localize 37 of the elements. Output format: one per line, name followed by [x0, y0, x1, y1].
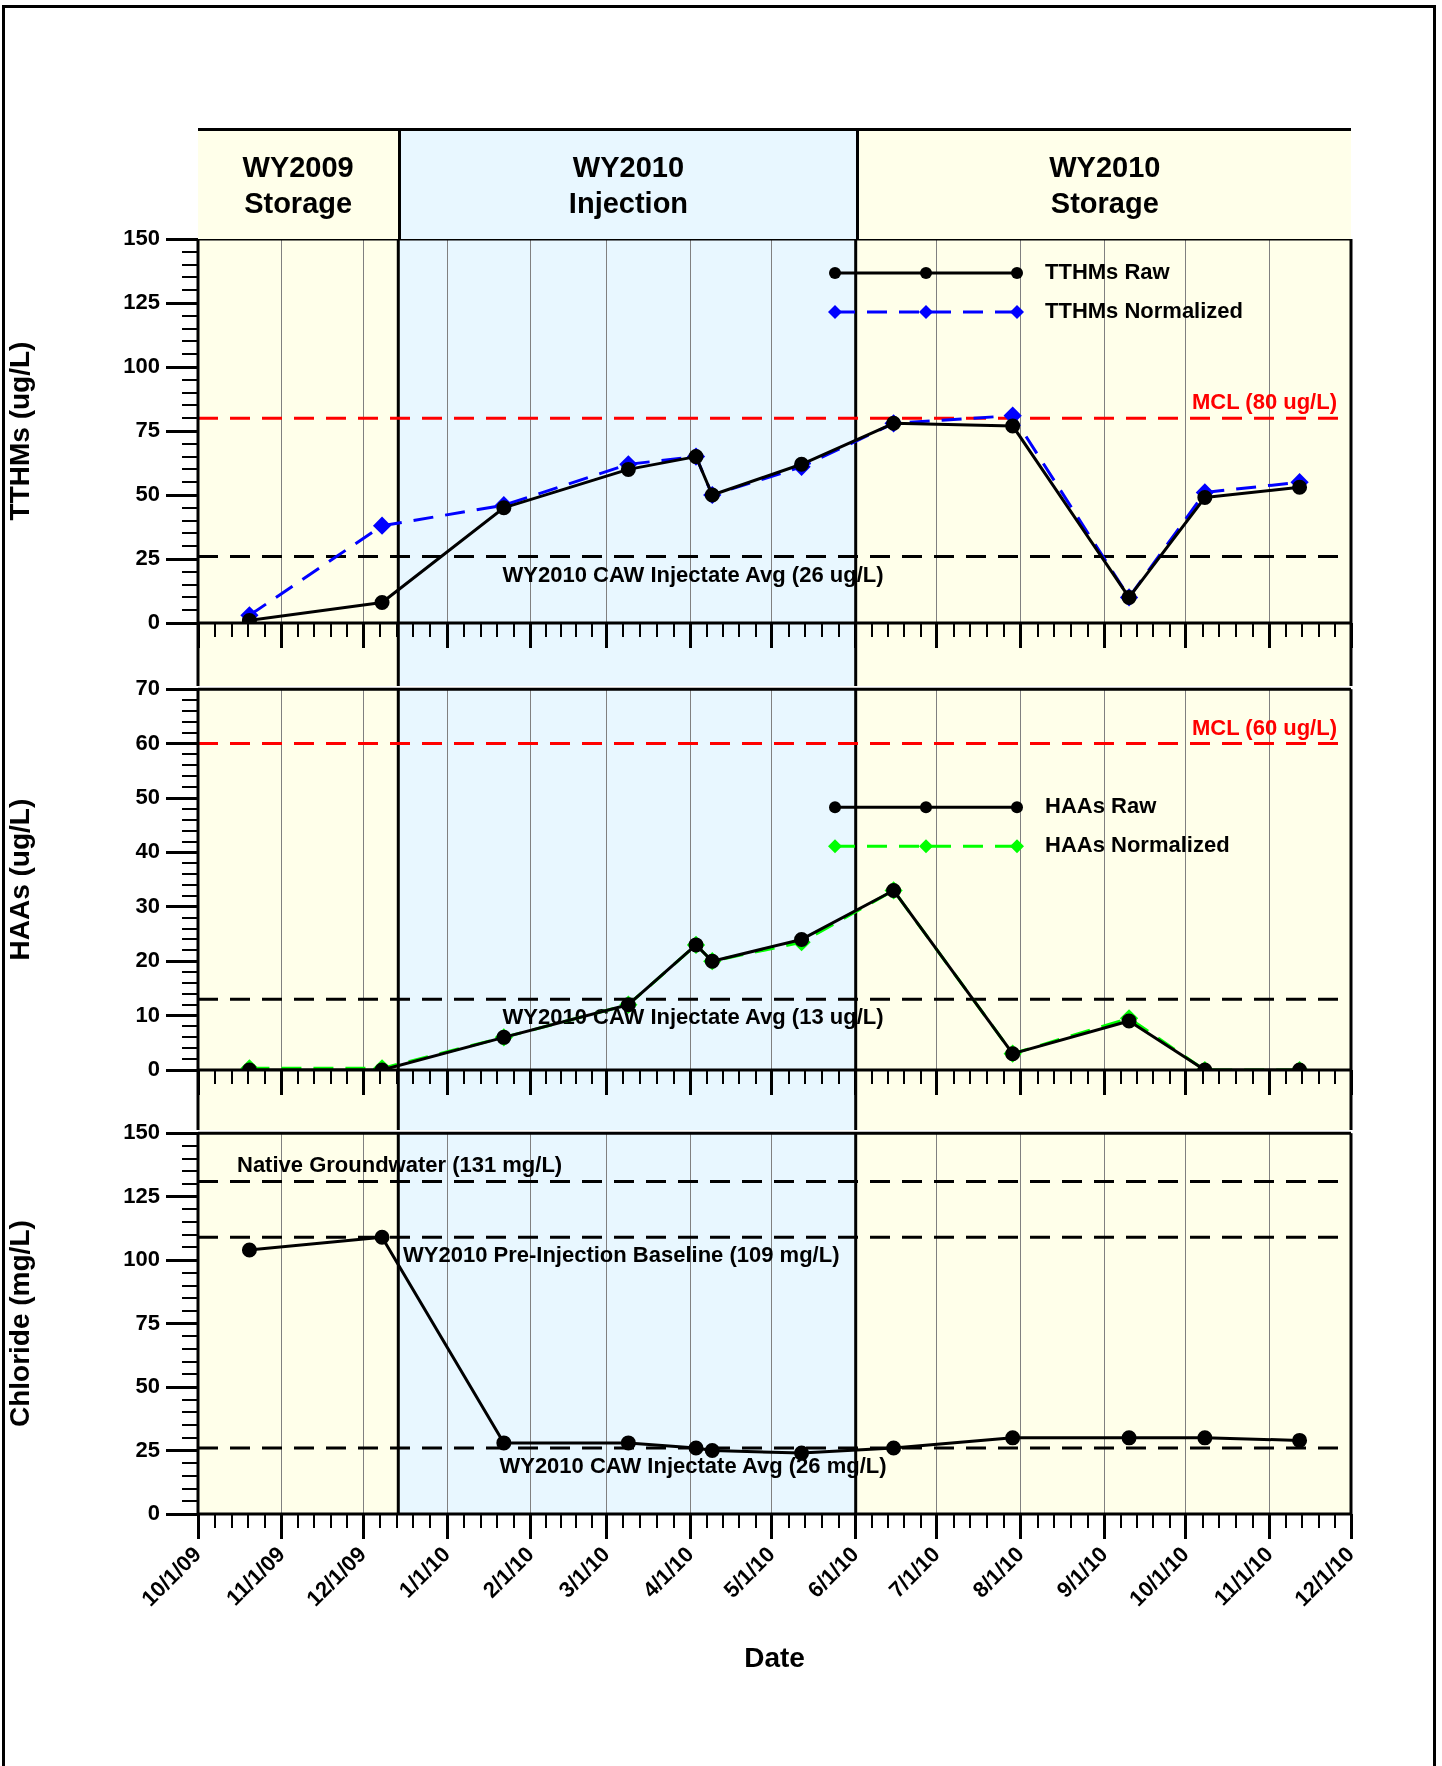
- ref-line-label: MCL (80 ug/L): [1191, 389, 1337, 415]
- y-tick-label: 50: [135, 481, 160, 507]
- band-label: WY2010 Storage: [1049, 150, 1161, 221]
- legend-label: HAAs Raw: [1045, 793, 1158, 819]
- y-tick-label: 75: [135, 417, 160, 443]
- y-tick-label: 125: [123, 1182, 160, 1208]
- y-axis-title: Chloride (mg/L): [3, 1220, 35, 1428]
- y-axis-title: HAAs (ug/L): [3, 798, 35, 961]
- band-label: WY2009 Storage: [242, 150, 354, 221]
- y-tick-label: 25: [135, 1436, 160, 1462]
- y-tick-label: 30: [135, 892, 160, 918]
- legend-label: TTHMs Normalized: [1045, 298, 1244, 324]
- y-tick-label: 100: [123, 353, 160, 379]
- y-tick-label: 50: [135, 1373, 160, 1399]
- y-tick-label: 150: [123, 225, 160, 251]
- y-axis-title: TTHMs (ug/L): [3, 341, 35, 521]
- x-axis-title: Date: [744, 1641, 805, 1673]
- y-tick-label: 40: [135, 838, 160, 864]
- y-tick-label: 0: [147, 1500, 160, 1526]
- ref-line-label: MCL (60 ug/L): [1191, 714, 1337, 740]
- y-tick-label: 60: [135, 729, 160, 755]
- legend-label: TTHMs Raw: [1045, 259, 1171, 285]
- y-tick-label: 100: [123, 1246, 160, 1272]
- y-tick-label: 50: [135, 784, 160, 810]
- y-tick-label: 0: [147, 609, 160, 635]
- y-tick-label: 0: [147, 1056, 160, 1082]
- y-tick-label: 25: [135, 545, 160, 571]
- band-label: WY2010 Injection: [568, 150, 689, 221]
- y-tick-label: 20: [135, 947, 160, 973]
- y-tick-label: 10: [135, 1001, 160, 1027]
- ref-line-label: WY2010 Pre-Injection Baseline (109 mg/L): [403, 1242, 840, 1268]
- y-tick-label: 150: [123, 1119, 160, 1145]
- legend-label: HAAs Normalized: [1045, 832, 1230, 858]
- y-tick-label: 75: [135, 1309, 160, 1335]
- y-tick-label: 70: [135, 675, 160, 701]
- y-tick-label: 125: [123, 289, 160, 315]
- period-header: WY2009 Storage WY2010 Injection WY2010 Storage: [198, 128, 1351, 239]
